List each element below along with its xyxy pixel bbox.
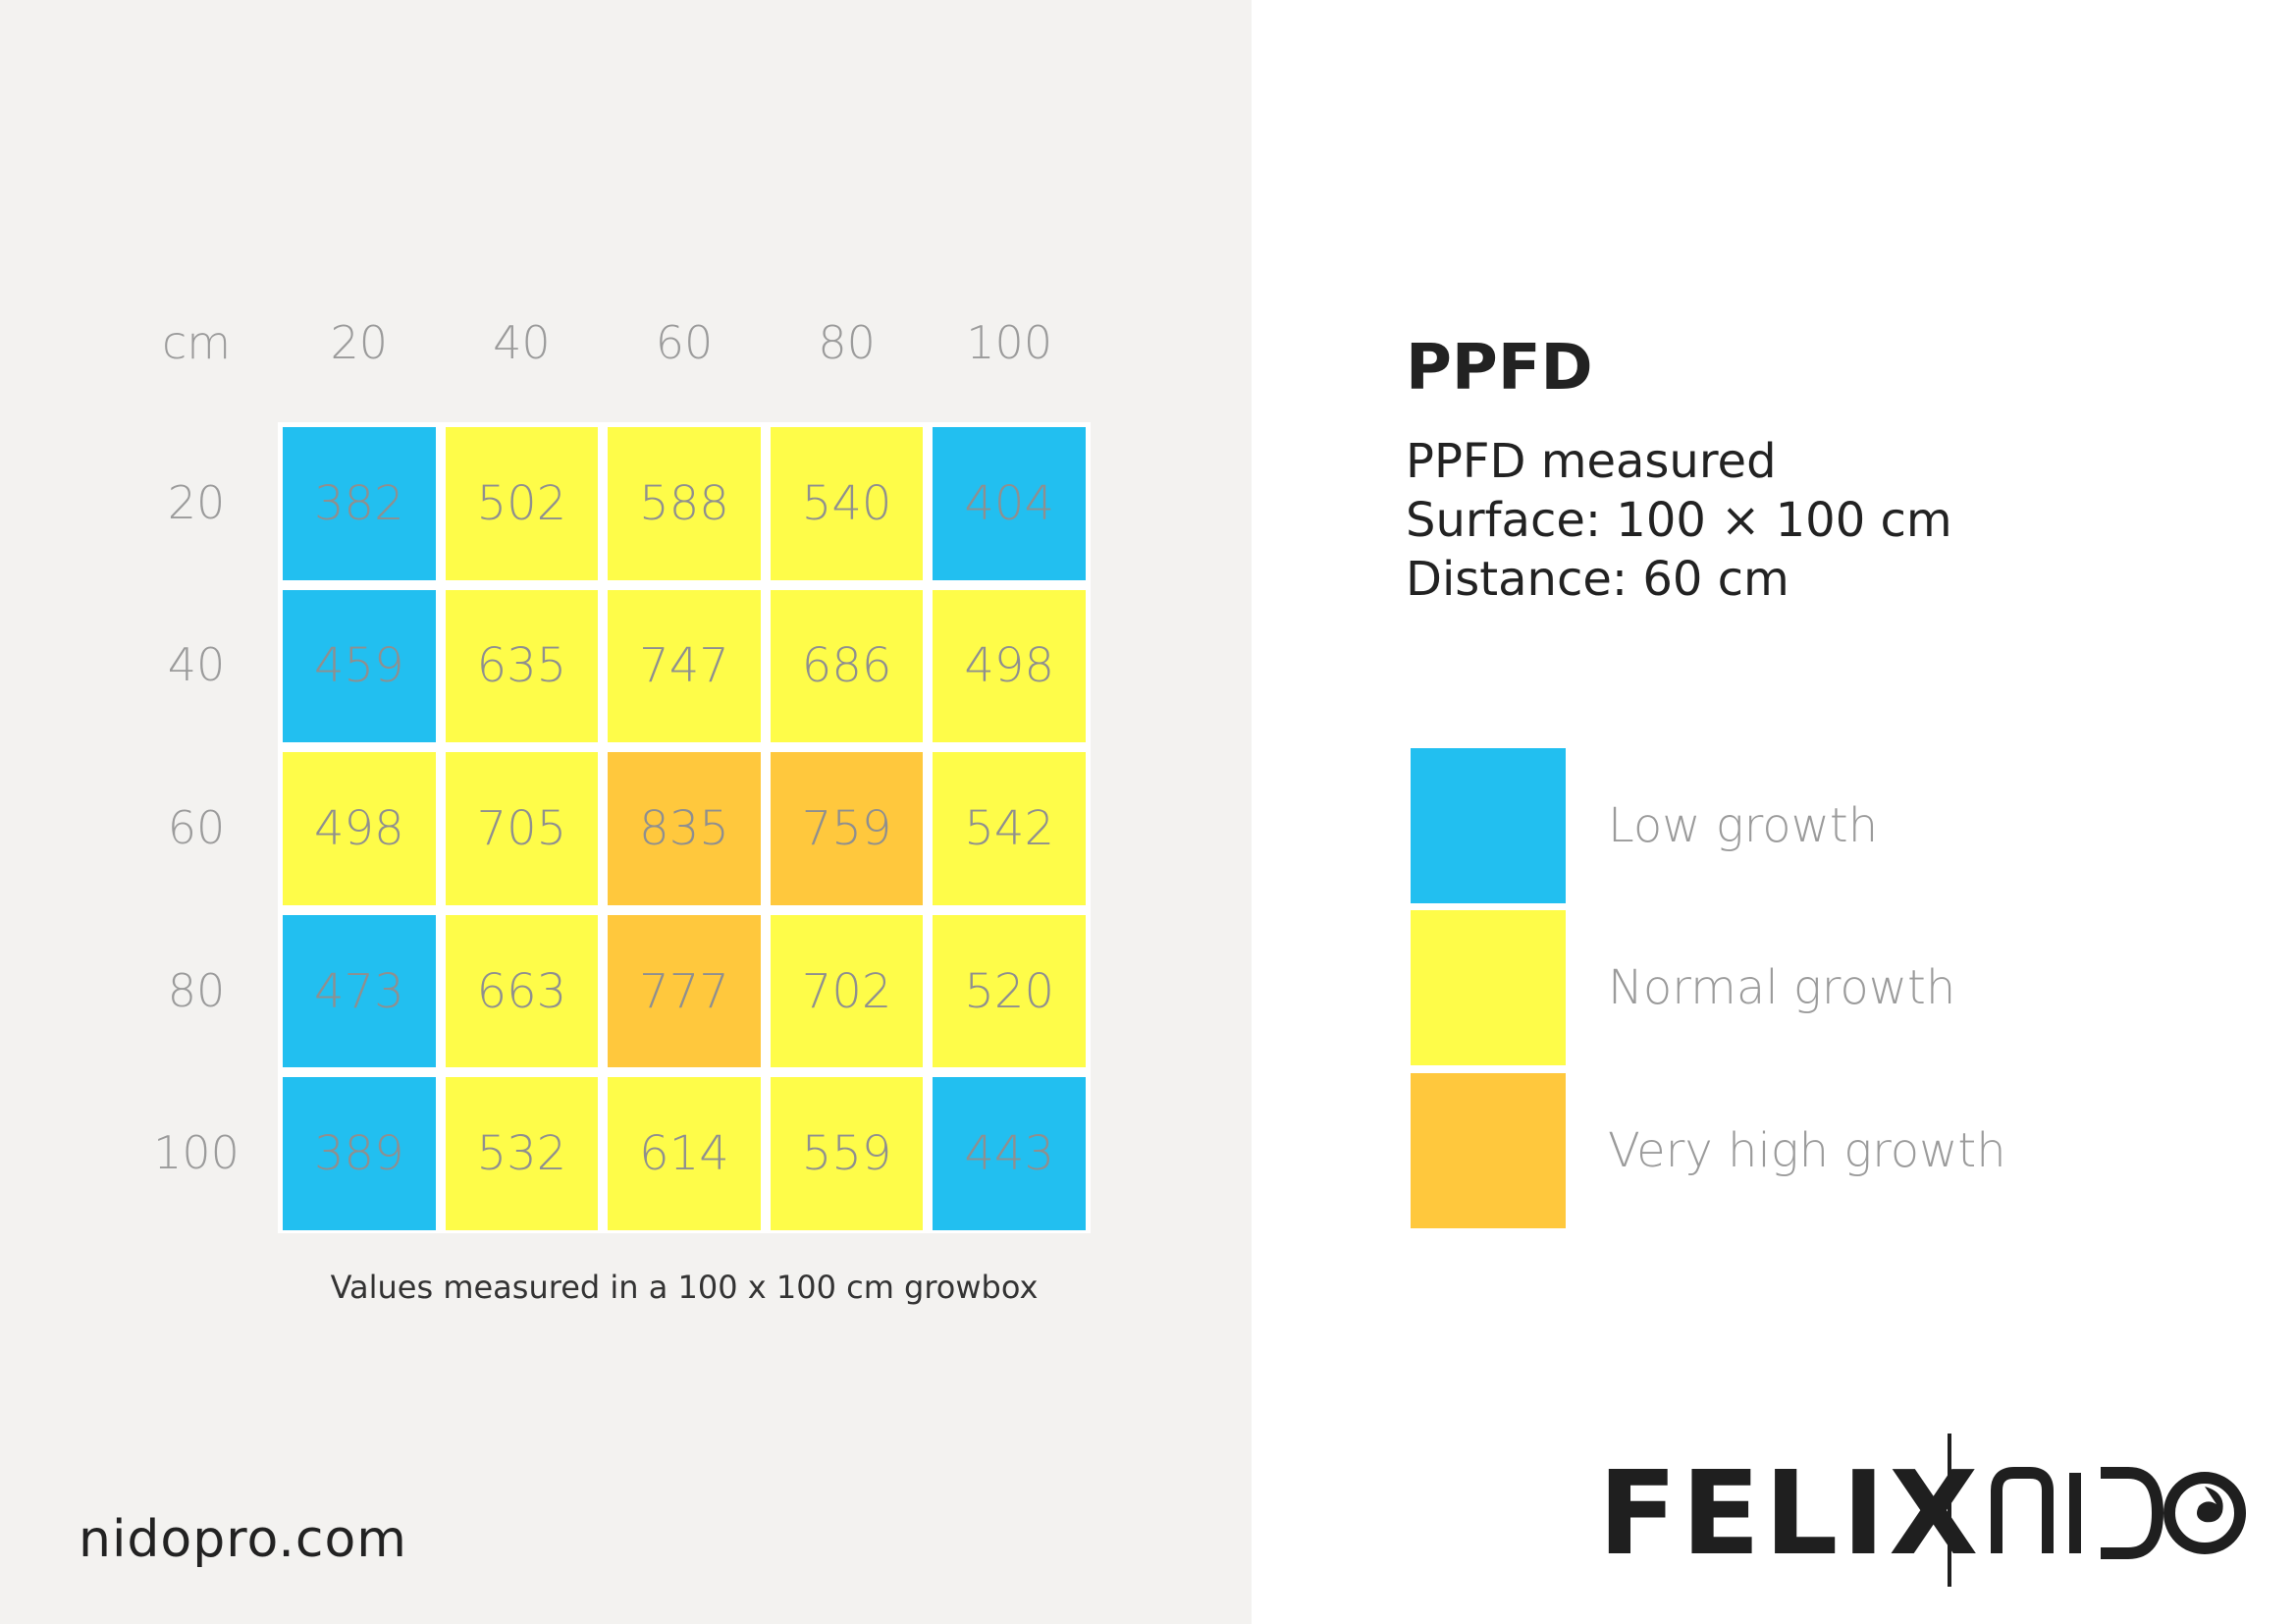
legend-label-normal: Normal growth (1608, 960, 1956, 1015)
measurement-surface: Surface: 100 × 100 cm (1406, 493, 1952, 548)
website-url[interactable]: nidopro.com (79, 1510, 407, 1569)
heatmap-cell: 835 (608, 752, 761, 905)
x-tick-label: 80 (818, 316, 876, 369)
ppfd-heatmap: 382 502 588 540 404 459 635 747 686 498 498 705 835 7… (278, 422, 1091, 1233)
heatmap-cell: 502 (445, 427, 599, 580)
logo-divider (1948, 1434, 1951, 1587)
page-title: PPFD (1406, 332, 1593, 405)
heatmap-cell: 777 (608, 914, 761, 1068)
y-tick-label: 40 (167, 638, 226, 692)
heatmap-cell: 459 (283, 589, 436, 743)
heatmap-cell: 532 (445, 1077, 599, 1230)
axis-unit-label: cm (161, 316, 232, 369)
heatmap-cell: 542 (933, 752, 1086, 905)
heatmap-cell: 588 (608, 427, 761, 580)
legend-swatch-normal (1411, 910, 1566, 1065)
measurement-distance: Distance: 60 cm (1406, 552, 1789, 607)
legend-label-low: Low growth (1608, 798, 1879, 853)
heatmap-cell: 663 (445, 914, 599, 1068)
chart-caption: Values measured in a 100 x 100 cm growbo… (330, 1269, 1039, 1306)
heatmap-cell: 498 (283, 752, 436, 905)
y-tick-label: 80 (167, 963, 226, 1017)
heatmap-cell: 635 (445, 589, 599, 743)
y-tick-label: 100 (153, 1126, 240, 1180)
heatmap-cell: 702 (770, 914, 924, 1068)
heatmap-cell: 705 (445, 752, 599, 905)
measurement-type: PPFD measured (1406, 434, 1777, 489)
x-tick-label: 20 (330, 316, 389, 369)
heatmap-cell: 382 (283, 427, 436, 580)
heatmap-cell: 540 (770, 427, 924, 580)
heatmap-cell: 759 (770, 752, 924, 905)
x-tick-label: 60 (655, 316, 714, 369)
y-tick-label: 20 (167, 475, 226, 529)
heatmap-cell: 520 (933, 914, 1086, 1068)
heatmap-cell: 559 (770, 1077, 924, 1230)
heatmap-cell: 747 (608, 589, 761, 743)
brand-logo: FELIX (1598, 1434, 2246, 1591)
heatmap-cell: 686 (770, 589, 924, 743)
felix-wordmark: FELIX (1598, 1445, 1983, 1581)
heatmap-cell: 498 (933, 589, 1086, 743)
heatmap-cell: 473 (283, 914, 436, 1068)
x-tick-label: 100 (966, 316, 1053, 369)
heatmap-cell: 389 (283, 1077, 436, 1230)
measurement-info: PPFD measured Surface: 100 × 100 cm Dist… (1406, 432, 1952, 609)
legend-label-high: Very high growth (1608, 1123, 2006, 1178)
heatmap-cell: 443 (933, 1077, 1086, 1230)
heatmap-cell: 404 (933, 427, 1086, 580)
y-tick-label: 60 (167, 801, 226, 854)
legend-swatch-low (1411, 748, 1566, 903)
heatmap-cell: 614 (608, 1077, 761, 1230)
legend-swatch-high (1411, 1073, 1566, 1228)
nido-wordmark (1991, 1467, 2246, 1559)
x-tick-label: 40 (493, 316, 551, 369)
